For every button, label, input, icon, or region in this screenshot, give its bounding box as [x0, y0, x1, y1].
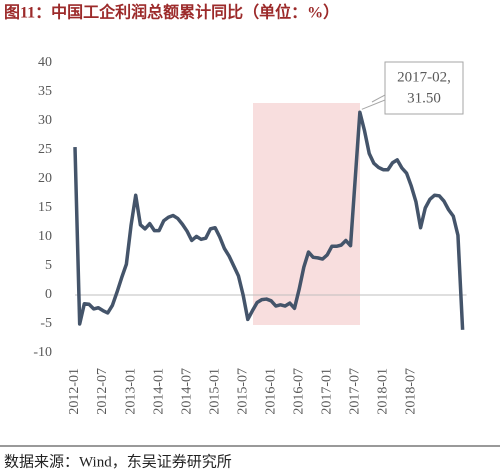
y-tick-label: 25	[38, 142, 52, 157]
y-tick-label: -10	[33, 345, 52, 360]
source-note: 数据来源：Wind，东吴证券研究所	[4, 453, 232, 470]
y-tick-label: 0	[45, 287, 52, 302]
annotation-pointer	[371, 94, 386, 108]
x-tick-label: 2012-07	[95, 368, 110, 415]
x-tick-label: 2016-01	[263, 368, 278, 415]
y-tick-label: 10	[38, 229, 52, 244]
x-tick-label: 2015-01	[207, 368, 222, 415]
chart-title: 图11：中国工企利润总额累计同比（单位：%）	[4, 3, 339, 22]
annotation-text: 31.50	[407, 90, 441, 106]
x-tick-label: 2015-07	[235, 368, 250, 415]
annotation-text: 2017-02,	[397, 69, 451, 85]
annotation-box	[384, 61, 464, 115]
x-tick-label: 2012-01	[67, 368, 82, 415]
y-tick-label: 15	[38, 200, 52, 215]
annotation-leader	[361, 99, 386, 110]
x-tick-label: 2016-07	[291, 368, 306, 415]
y-tick-label: 5	[45, 258, 52, 273]
x-tick-label: 2014-07	[179, 368, 194, 415]
y-tick-label: 20	[38, 171, 52, 186]
x-tick-label: 2018-07	[403, 368, 418, 415]
x-tick-label: 2014-01	[151, 368, 166, 415]
y-tick-label: -5	[40, 316, 52, 331]
x-tick-label: 2017-07	[347, 368, 362, 415]
data-line	[73, 110, 465, 330]
x-tick-label: 2013-01	[123, 368, 138, 415]
y-tick-label: 35	[38, 84, 52, 99]
x-tick-label: 2017-01	[319, 368, 334, 415]
x-tick-label: 2018-01	[375, 368, 390, 415]
highlight-band	[253, 103, 360, 325]
y-tick-label: 30	[38, 113, 52, 128]
y-tick-label: 40	[38, 55, 52, 70]
